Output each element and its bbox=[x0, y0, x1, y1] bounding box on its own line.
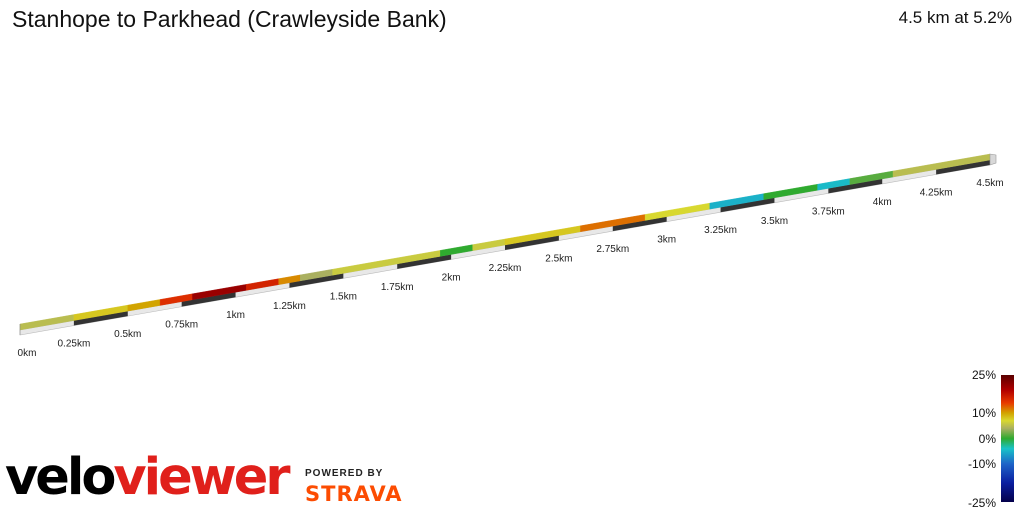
veloviewer-logo-velo: velo bbox=[5, 448, 116, 507]
tick-label-16: 4km bbox=[873, 197, 892, 208]
tick-label-15: 3.75km bbox=[812, 206, 845, 217]
tick-label-2: 0.5km bbox=[114, 329, 141, 340]
tick-label-12: 3km bbox=[657, 235, 676, 246]
tick-label-5: 1.25km bbox=[273, 301, 306, 312]
legend-label-0: 0% bbox=[978, 432, 996, 446]
legend-label-10: 10% bbox=[971, 406, 996, 420]
tick-label-10: 2.5km bbox=[545, 254, 572, 265]
ribbon-distance-band bbox=[828, 178, 883, 194]
tick-label-18: 4.5km bbox=[976, 178, 1003, 189]
legend-label-25: 25% bbox=[971, 368, 996, 382]
powered-by-label: POWERED BY bbox=[305, 468, 384, 479]
ribbon-distance-band bbox=[181, 292, 236, 307]
tick-label-6: 1.5km bbox=[330, 291, 357, 302]
tick-label-13: 3.25km bbox=[704, 225, 737, 236]
ribbon-distance-band bbox=[612, 216, 667, 232]
gradient-legend-bar bbox=[1001, 375, 1014, 502]
ribbon-distance-band bbox=[720, 197, 775, 213]
tick-label-8: 2km bbox=[442, 272, 461, 283]
tick-label-1: 0.25km bbox=[57, 339, 90, 350]
ribbon-distance-band bbox=[936, 160, 990, 175]
route-stats: 4.5 km at 5.2% bbox=[898, 8, 1012, 27]
ribbon-distance-band bbox=[73, 311, 128, 326]
ribbon-distance-band bbox=[397, 254, 452, 269]
tick-label-17: 4.25km bbox=[920, 187, 953, 198]
tick-label-11: 2.75km bbox=[596, 244, 629, 255]
tick-label-7: 1.75km bbox=[381, 282, 414, 293]
strava-logo[interactable]: STRAVA bbox=[305, 482, 403, 506]
tick-label-9: 2.25km bbox=[489, 263, 522, 274]
page-title: Stanhope to Parkhead (Crawleyside Bank) bbox=[12, 6, 447, 32]
legend-label-minus-10: -10% bbox=[967, 457, 996, 471]
tick-label-3: 0.75km bbox=[165, 320, 198, 331]
tick-label-4: 1km bbox=[226, 310, 245, 321]
veloviewer-logo-viewer: viewer bbox=[113, 448, 290, 507]
legend-label-minus-25: -25% bbox=[967, 496, 996, 510]
ribbon-distance-band bbox=[289, 273, 344, 288]
veloviewer-logo[interactable]: veloviewer bbox=[5, 452, 291, 503]
tick-label-14: 3.5km bbox=[761, 216, 788, 227]
ribbon-end-cap bbox=[989, 153, 997, 166]
tick-label-0: 0km bbox=[18, 348, 37, 359]
ribbon-distance-band bbox=[505, 235, 559, 250]
